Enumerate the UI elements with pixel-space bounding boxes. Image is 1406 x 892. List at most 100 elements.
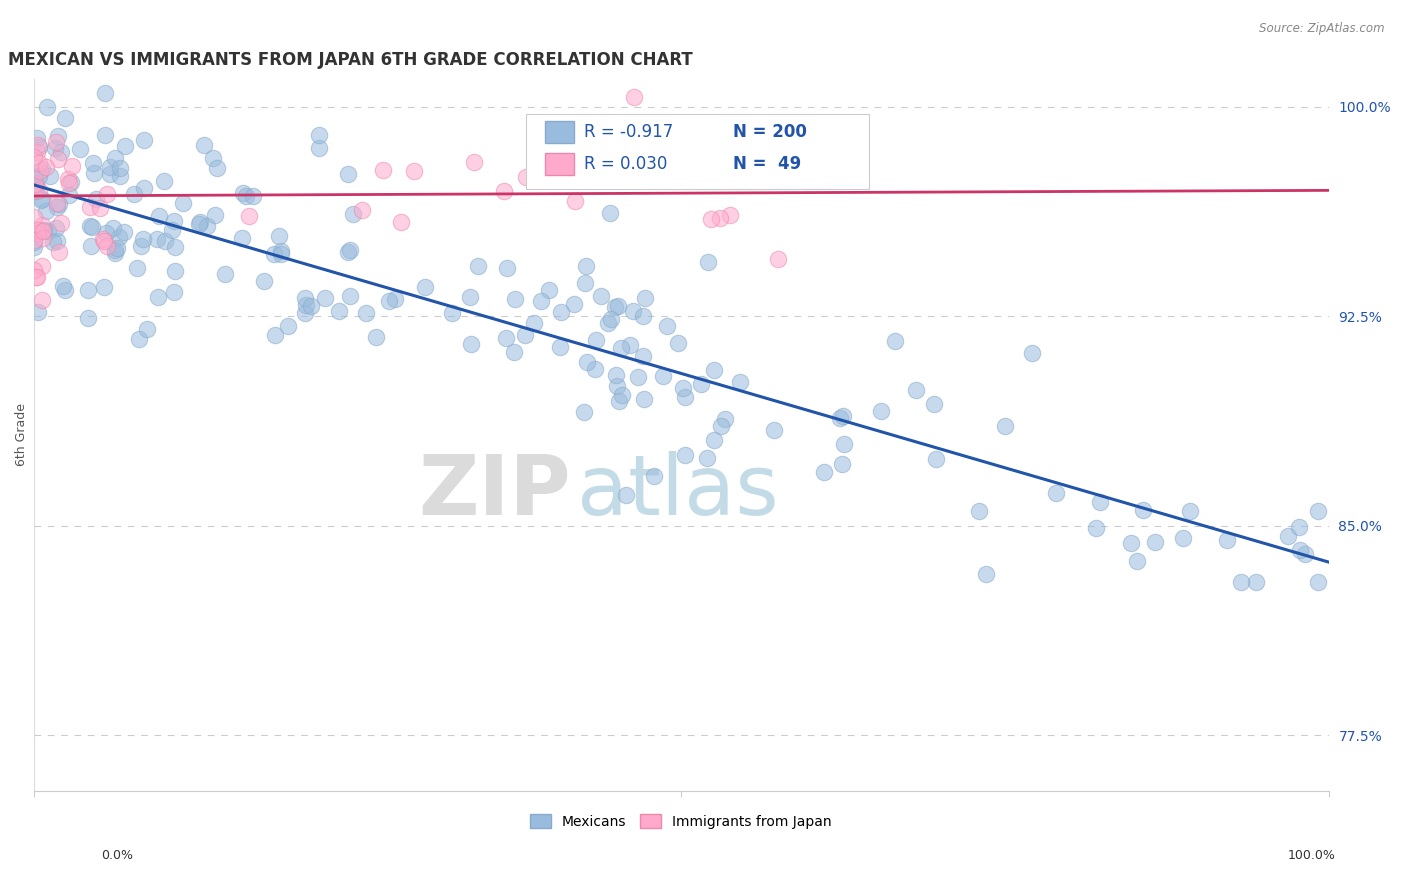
Point xyxy=(607,393,630,408)
Point xyxy=(25,178,48,193)
Point xyxy=(651,369,673,384)
Point xyxy=(728,375,751,389)
Point xyxy=(1126,554,1149,568)
Point xyxy=(342,207,364,221)
Point xyxy=(242,188,264,202)
Point xyxy=(45,200,67,214)
Point xyxy=(96,186,118,201)
Point xyxy=(52,279,75,293)
Point xyxy=(314,291,336,305)
Point xyxy=(45,234,67,248)
Point xyxy=(623,89,645,103)
Point xyxy=(98,160,121,174)
Text: Source: ZipAtlas.com: Source: ZipAtlas.com xyxy=(1260,22,1385,36)
Point xyxy=(1288,520,1310,534)
Point xyxy=(974,567,997,582)
Point xyxy=(1244,574,1267,589)
Point xyxy=(93,234,115,248)
Point xyxy=(48,153,70,167)
Point xyxy=(709,211,731,226)
Point xyxy=(294,298,316,312)
Point xyxy=(503,345,526,359)
Legend: Mexicans, Immigrants from Japan: Mexicans, Immigrants from Japan xyxy=(524,808,838,834)
Point xyxy=(108,169,131,183)
Point xyxy=(591,289,613,303)
Point xyxy=(633,392,655,406)
Point xyxy=(31,162,53,177)
Point xyxy=(24,177,46,191)
Point xyxy=(148,290,170,304)
Point xyxy=(328,304,350,318)
Text: MEXICAN VS IMMIGRANTS FROM JAPAN 6TH GRADE CORRELATION CHART: MEXICAN VS IMMIGRANTS FROM JAPAN 6TH GRA… xyxy=(7,51,692,69)
Point xyxy=(1294,547,1316,561)
Point xyxy=(440,306,463,320)
Point xyxy=(538,283,561,297)
Point xyxy=(148,210,170,224)
Point xyxy=(614,488,637,502)
Point xyxy=(235,188,257,202)
Point xyxy=(24,178,46,193)
Point xyxy=(697,255,720,269)
Point xyxy=(599,205,621,219)
Point xyxy=(253,274,276,288)
Point xyxy=(53,111,76,125)
Point xyxy=(603,300,626,314)
Point xyxy=(308,128,330,142)
Point xyxy=(696,450,718,465)
Point xyxy=(270,244,292,258)
Point xyxy=(904,383,927,397)
Point xyxy=(460,336,482,351)
Point xyxy=(104,243,127,257)
Point xyxy=(163,285,186,299)
Point xyxy=(107,230,129,244)
Point xyxy=(415,280,437,294)
Point xyxy=(564,194,586,208)
Point xyxy=(606,379,628,393)
Point xyxy=(870,404,893,418)
Point xyxy=(299,299,322,313)
Point xyxy=(924,397,946,411)
Point xyxy=(134,133,156,147)
Point xyxy=(643,468,665,483)
Point xyxy=(27,137,49,152)
Point xyxy=(37,224,59,238)
Point xyxy=(786,162,808,177)
Point xyxy=(114,139,136,153)
Point xyxy=(132,181,155,195)
Point xyxy=(463,154,485,169)
Point xyxy=(94,86,117,100)
Point xyxy=(28,155,51,169)
Point xyxy=(163,264,186,278)
Point xyxy=(22,262,45,277)
Point xyxy=(41,235,63,249)
Point xyxy=(163,214,186,228)
Point xyxy=(58,176,80,190)
Point xyxy=(690,376,713,391)
Point xyxy=(702,433,724,447)
Point xyxy=(1045,486,1067,500)
Point xyxy=(783,118,806,132)
Point xyxy=(32,223,55,237)
Point xyxy=(22,211,45,225)
Point xyxy=(592,166,614,180)
Point xyxy=(1289,542,1312,557)
Point xyxy=(673,390,696,404)
Point xyxy=(467,259,489,273)
Point xyxy=(308,141,330,155)
Point xyxy=(389,215,412,229)
Point xyxy=(49,145,72,160)
Point xyxy=(619,338,641,352)
Point xyxy=(51,216,73,230)
Point xyxy=(214,267,236,281)
Point xyxy=(575,355,598,369)
Point xyxy=(24,235,46,249)
Point xyxy=(1090,494,1112,508)
Point xyxy=(631,349,654,363)
Point xyxy=(339,243,361,257)
Point xyxy=(104,151,127,165)
Point xyxy=(655,319,678,334)
Point xyxy=(232,186,254,200)
Point xyxy=(813,466,835,480)
Point xyxy=(925,452,948,467)
Point xyxy=(513,328,536,343)
